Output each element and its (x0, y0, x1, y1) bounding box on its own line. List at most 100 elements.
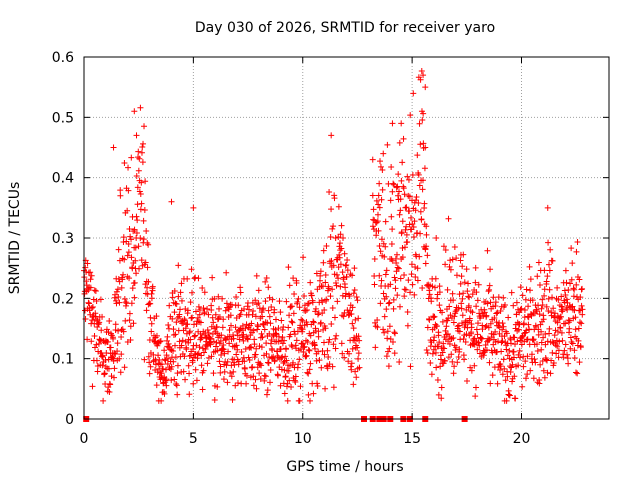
data-point (494, 380, 501, 387)
data-point (98, 353, 105, 360)
data-point (333, 271, 340, 278)
data-point (131, 226, 138, 233)
data-point (423, 231, 430, 238)
data-point-peak (133, 132, 140, 139)
data-point (283, 346, 290, 353)
x-tick-label: 10 (294, 431, 312, 447)
data-point (539, 301, 546, 308)
data-point (535, 331, 542, 338)
data-point (296, 397, 303, 404)
data-point (497, 308, 504, 315)
x-tick-label: 5 (189, 431, 198, 447)
data-point (403, 204, 410, 211)
data-point (533, 341, 540, 348)
data-point (462, 339, 469, 346)
data-point (199, 285, 206, 292)
data-point (263, 350, 270, 357)
data-point (122, 302, 129, 309)
data-point (554, 319, 561, 326)
data-point (374, 316, 381, 323)
data-point (319, 310, 326, 317)
data-point (250, 308, 257, 315)
data-point (352, 316, 359, 323)
data-point (504, 373, 511, 380)
data-point (501, 365, 508, 372)
data-point (349, 304, 356, 311)
data-point (129, 285, 136, 292)
data-point (263, 391, 270, 398)
data-point (127, 233, 134, 240)
data-point (337, 261, 344, 268)
data-point (527, 367, 534, 374)
data-point (572, 314, 579, 321)
data-point (286, 312, 293, 319)
data-point (324, 365, 331, 372)
data-point (334, 298, 341, 305)
data-point (312, 345, 319, 352)
data-point (320, 259, 327, 266)
data-point (402, 226, 409, 233)
data-point (113, 300, 120, 307)
data-point (177, 306, 184, 313)
data-point (337, 247, 344, 254)
data-point (543, 278, 550, 285)
data-point (390, 296, 397, 303)
data-point (254, 322, 261, 329)
data-point-peak (369, 156, 376, 163)
data-point (319, 299, 326, 306)
data-point (187, 299, 194, 306)
data-point (164, 333, 171, 340)
data-point (506, 391, 513, 398)
data-point (305, 370, 312, 377)
data-point (381, 329, 388, 336)
data-point (125, 164, 132, 171)
data-point (168, 363, 175, 370)
data-point (417, 230, 424, 237)
data-point (406, 193, 413, 200)
data-point (538, 346, 545, 353)
data-point (296, 356, 303, 363)
data-point (234, 346, 241, 353)
data-point (307, 279, 314, 286)
data-point (373, 197, 380, 204)
data-point (178, 342, 185, 349)
data-point-peak (131, 108, 138, 115)
data-point (219, 295, 226, 302)
data-point (210, 338, 217, 345)
data-point (146, 359, 153, 366)
data-point (153, 382, 160, 389)
data-point (196, 306, 203, 313)
data-point (138, 149, 145, 156)
data-point (509, 378, 516, 385)
data-point (432, 275, 439, 282)
data-point (170, 326, 177, 333)
data-point (113, 288, 120, 295)
data-point (96, 319, 103, 326)
data-point (406, 208, 413, 215)
data-point (511, 373, 518, 380)
data-point (472, 264, 479, 271)
data-point (486, 282, 493, 289)
data-point (573, 248, 580, 255)
data-point (391, 350, 398, 357)
data-point (525, 314, 532, 321)
data-point (482, 323, 489, 330)
data-point (205, 354, 212, 361)
data-point (453, 272, 460, 279)
data-point (237, 311, 244, 318)
data-point (148, 295, 155, 302)
data-point (139, 159, 146, 166)
data-point (391, 274, 398, 281)
data-point (281, 390, 288, 397)
data-point (128, 254, 135, 261)
data-point (106, 318, 113, 325)
data-point (247, 326, 254, 333)
data-point (177, 289, 184, 296)
data-point (115, 246, 122, 253)
data-point (464, 288, 471, 295)
data-point (279, 340, 286, 347)
data-point (116, 299, 123, 306)
data-point (443, 323, 450, 330)
data-point (528, 351, 535, 358)
data-point (475, 339, 482, 346)
